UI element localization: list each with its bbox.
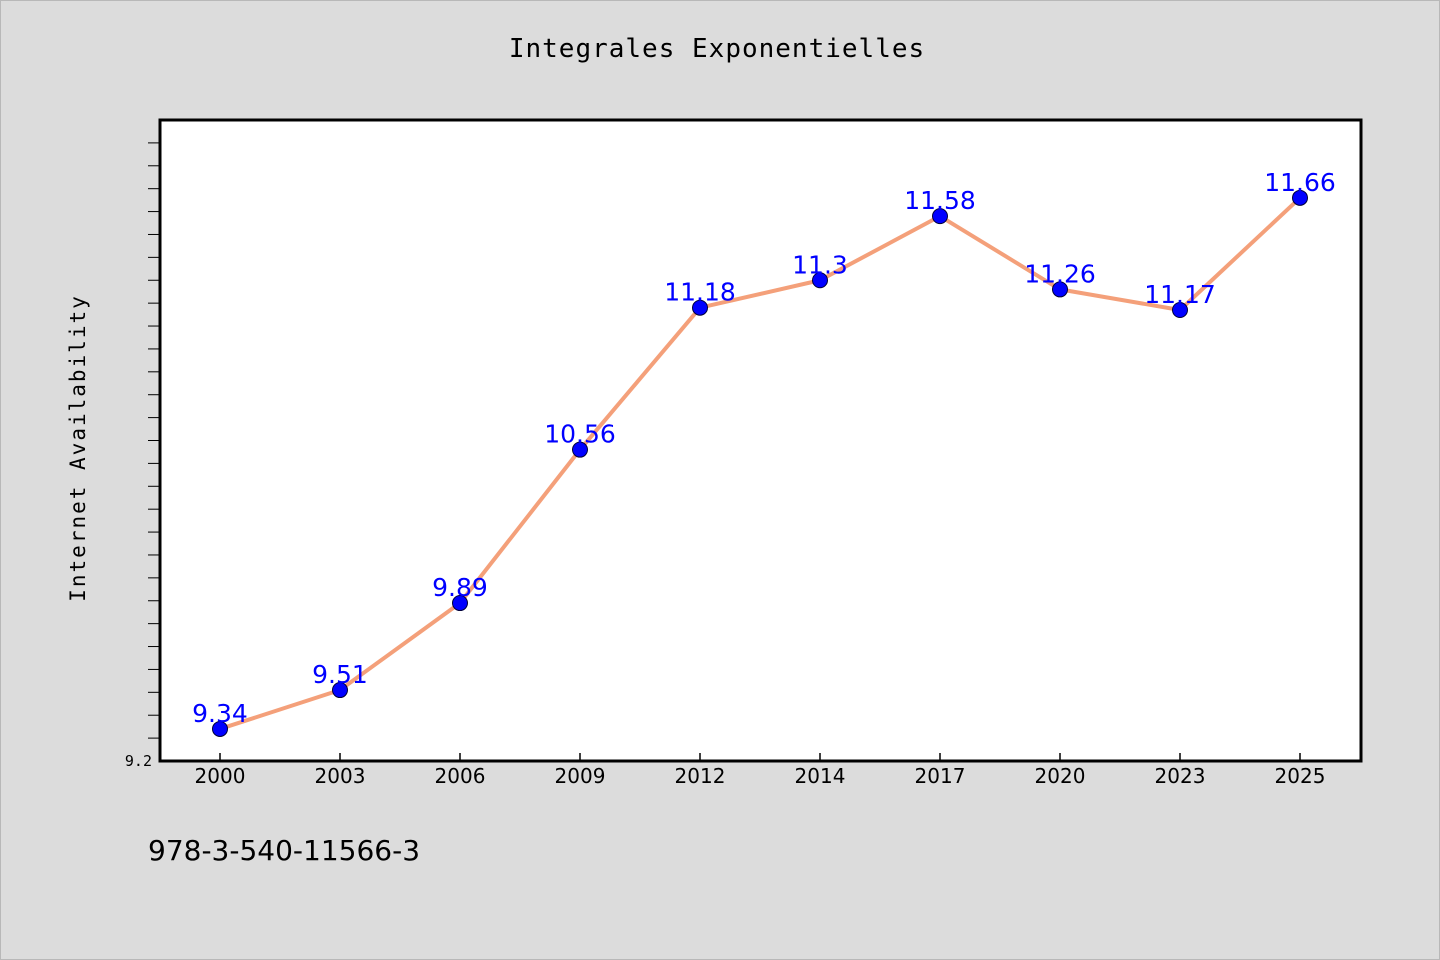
plot-area — [158, 118, 1363, 763]
y-tick-label: 9.2 — [125, 752, 152, 770]
data-label: 9.34 — [192, 699, 248, 728]
x-tick-label: 2012 — [675, 764, 726, 788]
series-line — [218, 195, 1302, 731]
data-label: 9.51 — [312, 660, 368, 689]
x-tick-label: 2009 — [555, 764, 606, 788]
data-point — [812, 272, 828, 289]
data-point — [1172, 302, 1188, 319]
data-label: 11.3 — [792, 250, 848, 279]
data-point — [932, 208, 948, 225]
data-label: 10.56 — [544, 420, 616, 449]
x-tick-label: 2003 — [315, 764, 366, 788]
data-label: 11.18 — [664, 278, 736, 307]
x-tick-label: 2017 — [915, 764, 966, 788]
data-point — [1292, 189, 1308, 206]
data-point — [692, 299, 708, 316]
data-point — [572, 441, 588, 458]
data-point — [212, 720, 228, 737]
data-point — [332, 682, 348, 699]
x-tick-label: 2006 — [435, 764, 486, 788]
data-point — [1052, 281, 1068, 298]
data-label: 11.58 — [904, 186, 976, 215]
chart-title: Integrales Exponentielles — [508, 34, 926, 64]
data-label: 11.66 — [1264, 168, 1336, 197]
x-tick-label: 2000 — [195, 764, 246, 788]
data-label: 11.26 — [1024, 259, 1096, 288]
data-label: 11.17 — [1144, 280, 1216, 309]
data-point — [452, 595, 468, 612]
x-tick-label: 2025 — [1275, 764, 1326, 788]
x-tick-label: 2020 — [1035, 764, 1086, 788]
footer-identifier: 978-3-540-11566-3 — [148, 834, 421, 867]
data-label: 9.89 — [432, 573, 488, 602]
x-tick-label: 2014 — [795, 764, 846, 788]
x-tick-label: 2023 — [1155, 764, 1206, 788]
